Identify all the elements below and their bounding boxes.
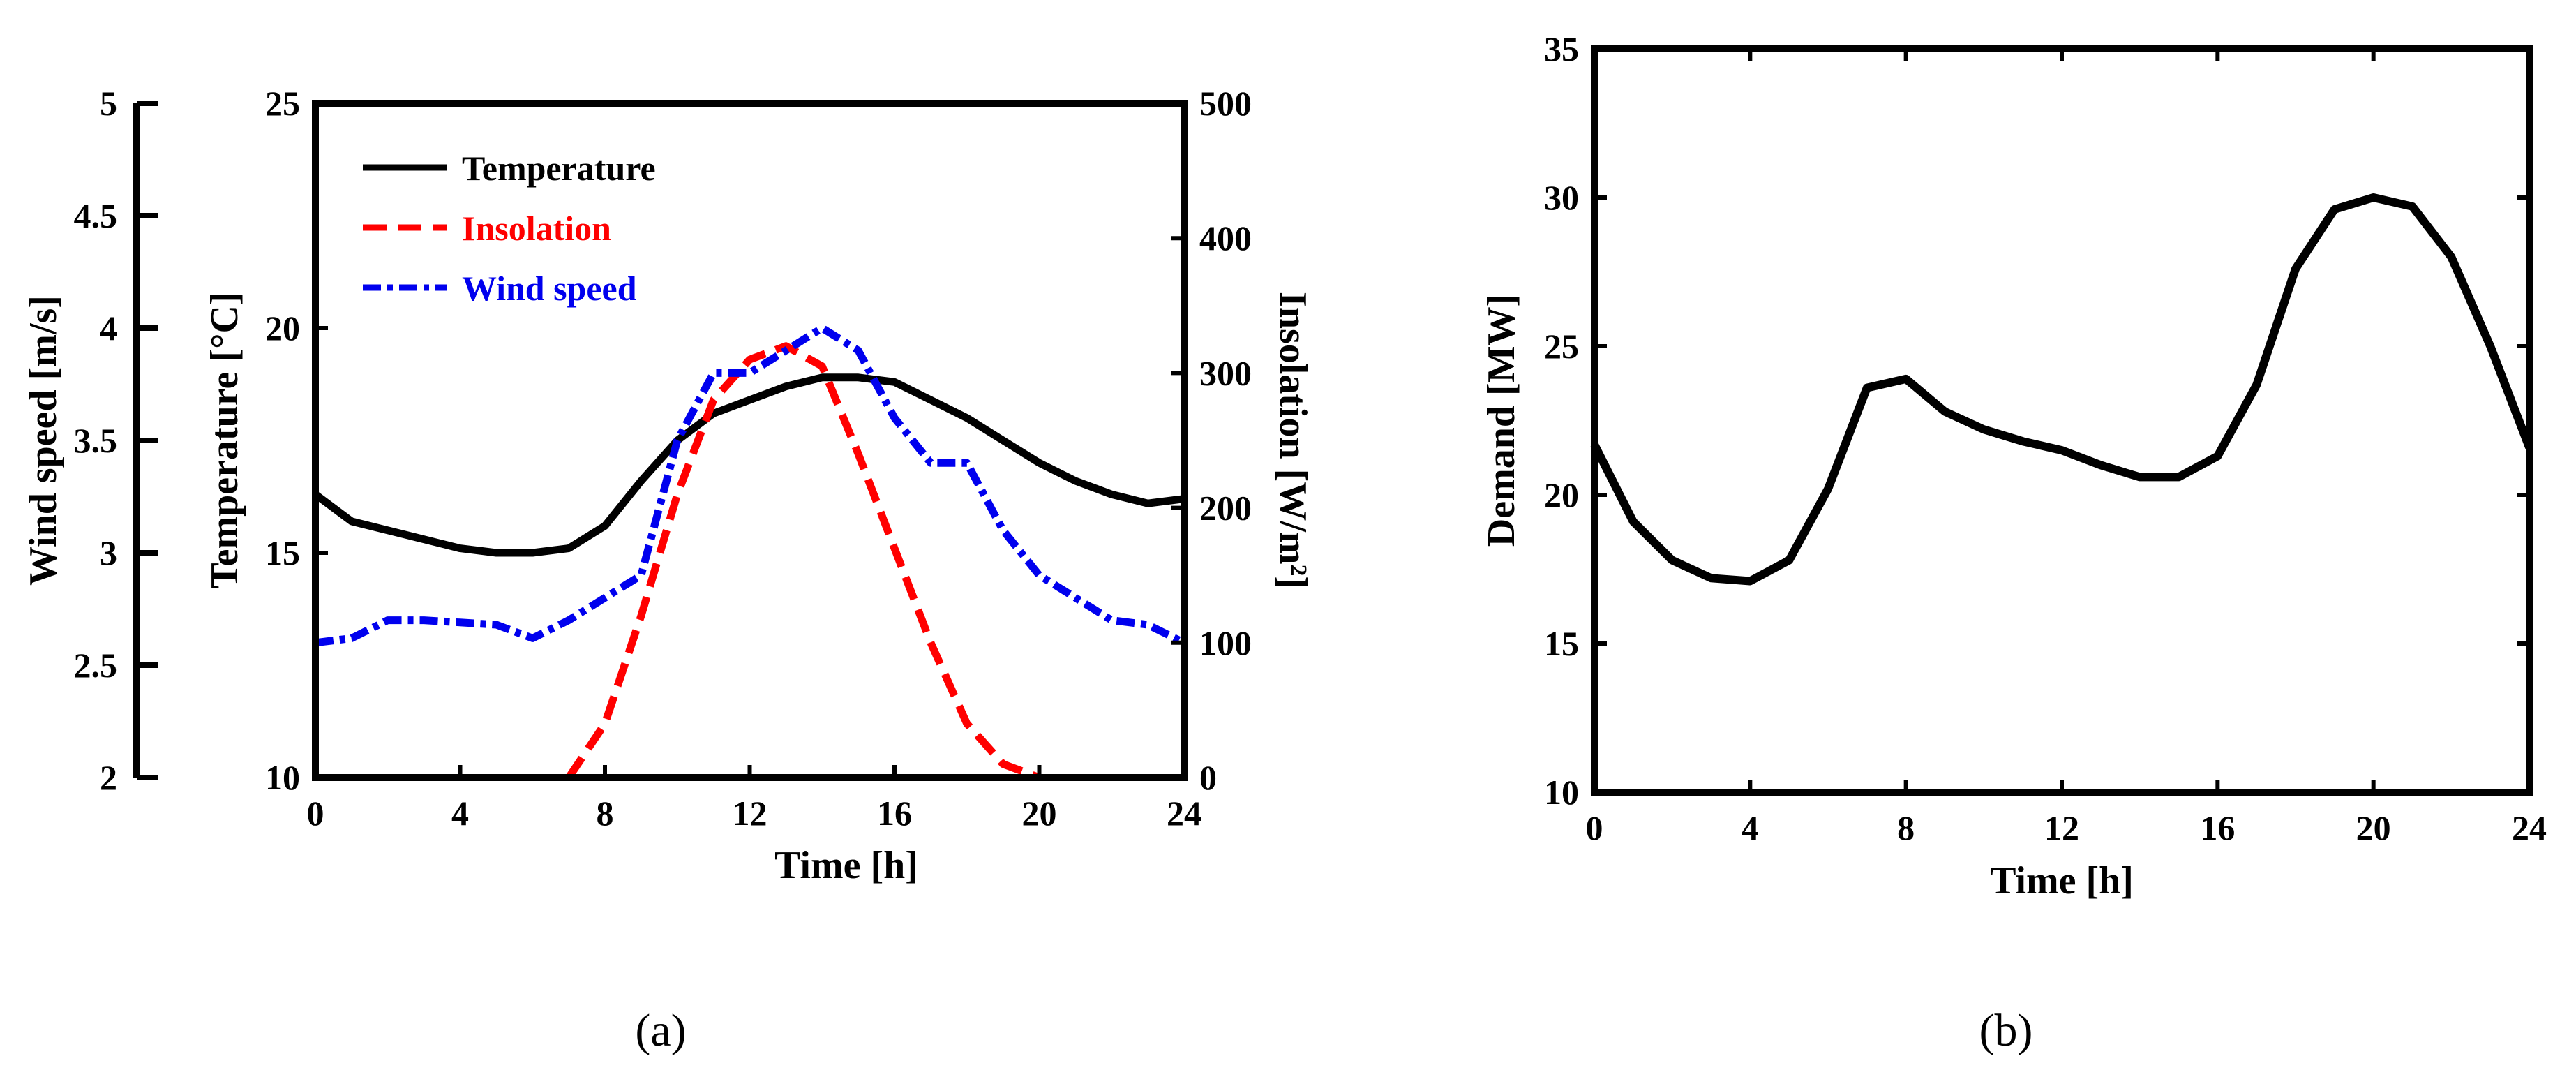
panel-b-x-tick-label: 24 — [2512, 808, 2547, 847]
panel-b-x-tick-label: 8 — [1897, 808, 1915, 847]
panel-b-x-tick-label: 20 — [2356, 808, 2391, 847]
series-line-wind-speed — [315, 324, 1186, 647]
demand-tick-label: 35 — [1544, 29, 1579, 68]
panel-a-x-tick-label: 4 — [451, 794, 469, 833]
legend-label-temperature: Temperature — [462, 149, 656, 188]
insolation-tick-label: 0 — [1199, 758, 1217, 797]
temperature-tick-label: 20 — [265, 309, 300, 348]
insolation-tick-label: 400 — [1199, 218, 1252, 258]
demand-tick-label: 30 — [1544, 178, 1579, 217]
panel-a-x-tick-label: 16 — [877, 794, 912, 833]
panel-a-plot-frame — [312, 100, 1188, 781]
panel-b-x-tick-label: 16 — [2200, 808, 2235, 847]
legend-label-insolation: Insolation — [462, 209, 611, 248]
panel-a-x-tick-label: 20 — [1022, 794, 1057, 833]
panel-a-x-tick-label: 12 — [733, 794, 767, 833]
panel-a-x-axis-label: Time [h] — [774, 844, 918, 887]
panel-a-caption: (a) — [635, 1005, 686, 1056]
wind-speed-tick-label: 4 — [100, 309, 117, 348]
demand-tick-label: 25 — [1544, 327, 1579, 366]
demand-tick-label: 10 — [1544, 773, 1579, 812]
panel-a-ticks: 0 4 8 12 16 20 24 10 15 20 25 0 100 200 300 400 500 2 2.5 3… — [74, 84, 1252, 833]
panel-b-ticks: 0 4 8 12 16 20 24 10 15 20 25 30 35 — [1544, 29, 2547, 847]
wind-speed-tick-label: 3.5 — [74, 421, 118, 460]
temperature-tick-label: 25 — [265, 84, 300, 123]
panel-a-x-tick-label: 0 — [307, 794, 324, 833]
panel-b: 0 4 8 12 16 20 24 10 15 20 25 30 35 Time [h] Demand … — [1480, 29, 2547, 1056]
wind-speed-tick-label: 2 — [100, 758, 117, 797]
panel-a-x-tick-label: 24 — [1167, 794, 1201, 833]
series-line-demand — [1590, 193, 2533, 586]
temperature-axis-label: Temperature [°C] — [203, 292, 246, 588]
panel-b-x-tick-label: 12 — [2044, 808, 2079, 847]
wind-speed-tick-label: 2.5 — [74, 646, 118, 685]
insolation-axis-label: Insolation [W/m²] — [1271, 292, 1315, 589]
insolation-tick-label: 500 — [1199, 84, 1252, 123]
demand-axis-label: Demand [MW] — [1480, 294, 1523, 547]
panel-b-plot-frame — [1591, 45, 2533, 796]
panel-a-series-group — [313, 324, 1186, 782]
demand-tick-label: 15 — [1544, 624, 1579, 663]
panel-b-x-tick-label: 0 — [1586, 808, 1603, 847]
wind-speed-tick-label: 4.5 — [74, 196, 118, 235]
series-line-temperature — [313, 373, 1185, 557]
panel-b-series-group — [1590, 193, 2533, 586]
panel-b-x-tick-label: 4 — [1742, 808, 1759, 847]
series-line-insolation — [565, 342, 1041, 782]
temperature-tick-label: 15 — [265, 533, 300, 572]
wind-speed-tick-label: 3 — [100, 533, 117, 572]
panel-a-legend: Temperature Insolation Wind speed — [363, 149, 656, 308]
insolation-tick-label: 300 — [1199, 353, 1252, 392]
wind-speed-tick-label: 5 — [100, 84, 117, 123]
panel-b-x-axis-label: Time [h] — [1990, 859, 2134, 902]
wind-speed-axis-label: Wind speed [m/s] — [22, 295, 65, 586]
temperature-tick-label: 10 — [265, 758, 300, 797]
demand-tick-label: 20 — [1544, 475, 1579, 514]
insolation-tick-label: 200 — [1199, 489, 1252, 528]
legend-label-wind-speed: Wind speed — [462, 269, 637, 308]
insolation-tick-label: 100 — [1199, 623, 1252, 662]
panel-a: 0 4 8 12 16 20 24 10 15 20 25 0 100 200 300 400 500 2 2.5 3… — [22, 84, 1315, 1056]
panel-b-caption: (b) — [1979, 1005, 2033, 1056]
panel-a-x-tick-label: 8 — [597, 794, 614, 833]
